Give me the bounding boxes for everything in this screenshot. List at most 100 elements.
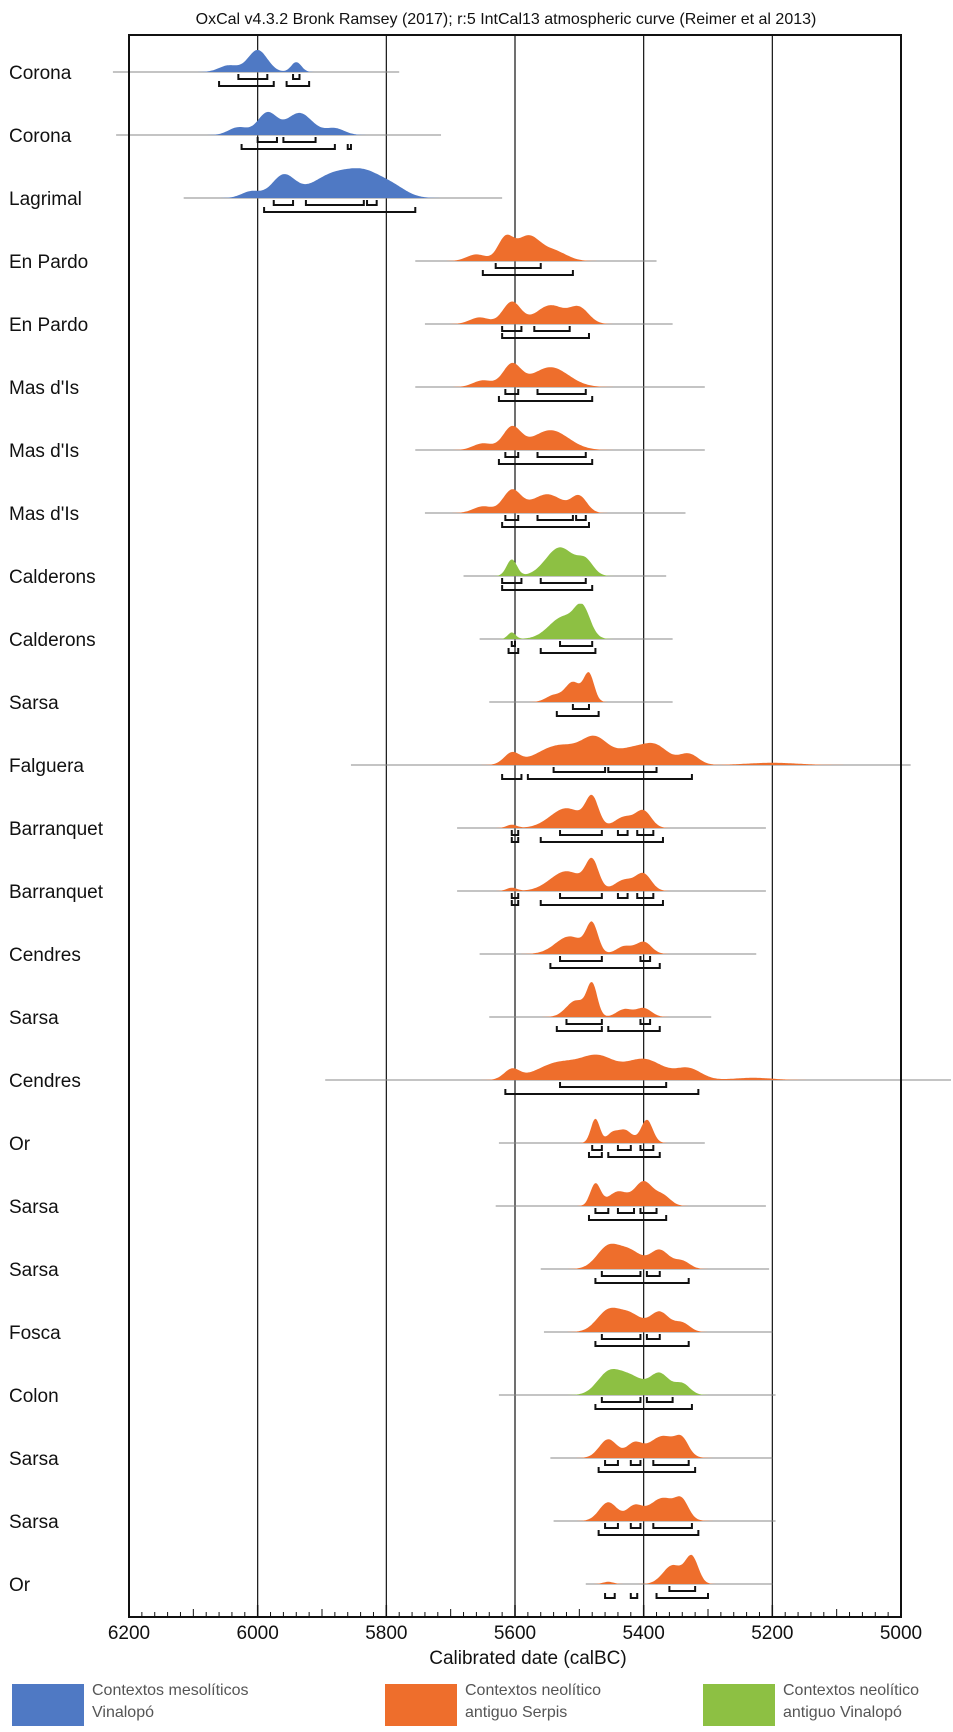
series-density	[553, 1496, 776, 1521]
x-tick-label: 5800	[365, 1623, 407, 1644]
hpd68-bracket	[645, 1271, 661, 1277]
series-3	[183, 168, 503, 213]
hpd68-bracket	[494, 263, 542, 269]
series-label: Calderons	[9, 567, 96, 588]
series-density	[543, 1307, 773, 1332]
legend-swatch-meso	[12, 1684, 84, 1726]
series-label: Or	[9, 1134, 31, 1155]
series-17	[325, 1054, 951, 1095]
hpd95-bracket	[539, 837, 664, 843]
hpd68-bracket	[594, 1208, 610, 1214]
hpd68-bracket	[256, 137, 278, 143]
series-density	[424, 301, 673, 324]
series-12	[350, 735, 911, 780]
hpd68-bracket	[616, 1208, 636, 1214]
series-label: Corona	[9, 63, 72, 84]
hpd68-bracket	[504, 389, 520, 395]
hpd68-bracket	[559, 893, 603, 899]
series-11	[489, 672, 673, 717]
series-density	[479, 603, 673, 639]
x-tick-label: 5600	[494, 1623, 536, 1644]
series-label: Colon	[9, 1386, 59, 1407]
hpd95-bracket	[587, 1152, 603, 1158]
hpd68-bracket	[600, 1334, 642, 1340]
hpd95-bracket	[555, 711, 600, 717]
series-2	[116, 111, 442, 150]
hpd95-bracket	[597, 1467, 697, 1473]
series-label: Cendres	[9, 945, 81, 966]
series-label: Sarsa	[9, 1449, 59, 1470]
hpd95-bracket	[346, 144, 352, 150]
hpd68-bracket	[504, 515, 520, 521]
hpd68-bracket	[539, 578, 587, 584]
legend-label-serpis: Contextos neolítico antiguo Serpis	[465, 1682, 602, 1721]
series-density	[495, 1181, 766, 1206]
x-tick-label: 6000	[237, 1623, 279, 1644]
hpd95-bracket	[597, 1530, 700, 1536]
series-density	[112, 50, 400, 72]
hpd68-bracket	[552, 767, 607, 773]
hpd95-bracket	[481, 270, 574, 276]
hpd68-bracket	[510, 830, 520, 836]
hpd68-bracket	[668, 1586, 697, 1592]
series-1	[112, 50, 400, 87]
series-21	[543, 1307, 773, 1347]
series-density	[116, 111, 441, 135]
x-tick-label: 6200	[108, 1623, 150, 1644]
hpd68-bracket	[636, 893, 655, 899]
series-label: Sarsa	[9, 1260, 59, 1281]
series-density	[550, 1434, 773, 1458]
hpd68-bracket	[607, 767, 658, 773]
hpd95-bracket	[501, 522, 590, 528]
series-label: Or	[9, 1575, 31, 1596]
hpd68-bracket	[571, 704, 590, 710]
hpd68-bracket	[645, 1397, 674, 1403]
hpd95-bracket	[594, 1278, 690, 1284]
hpd95-bracket	[504, 1089, 700, 1095]
hpd95-bracket	[607, 1152, 661, 1158]
hpd95-bracket	[604, 1593, 616, 1599]
hpd68-bracket	[639, 956, 652, 962]
hpd68-bracket	[604, 1523, 619, 1529]
series-label: Sarsa	[9, 1008, 59, 1029]
series-7	[415, 425, 705, 465]
series-label: Barranquet	[9, 882, 104, 903]
hpd95-bracket	[594, 1404, 693, 1410]
series-label: En Pardo	[9, 315, 88, 336]
hpd68-bracket	[559, 830, 603, 836]
hpd95-bracket	[594, 1341, 690, 1347]
series-8	[424, 489, 686, 528]
hpd95-bracket	[655, 1593, 709, 1599]
hpd95-bracket	[501, 585, 594, 591]
series-density	[489, 982, 712, 1017]
series-23	[550, 1434, 773, 1473]
hpd68-bracket	[272, 200, 295, 206]
hpd95-bracket	[263, 207, 417, 213]
hpd68-bracket	[600, 1397, 642, 1403]
series-label: Lagrimal	[9, 189, 82, 210]
series-labels: Corona Corona Lagrimal En Pardo En Pardo Mas …	[9, 63, 104, 1596]
hpd68-bracket	[629, 1523, 642, 1529]
series-label: Sarsa	[9, 1512, 59, 1533]
series-9	[463, 547, 667, 591]
legend-swatch-serpis	[385, 1684, 457, 1726]
hpd68-bracket	[510, 641, 516, 647]
hpd95-bracket	[607, 1026, 661, 1032]
series-24	[553, 1496, 776, 1536]
hpd95-bracket	[555, 1026, 603, 1032]
hpd68-bracket	[282, 137, 317, 143]
series-label: Sarsa	[9, 1197, 59, 1218]
hpd95-bracket	[507, 648, 520, 654]
series-density	[415, 362, 705, 387]
series-label: Sarsa	[9, 693, 59, 714]
hpd68-bracket	[604, 1460, 619, 1466]
hpd95-bracket	[285, 81, 311, 87]
hpd95-bracket	[526, 774, 693, 780]
x-tick-label: 5000	[880, 1623, 922, 1644]
hpd68-bracket	[591, 1145, 603, 1151]
hpd68-bracket	[575, 515, 587, 521]
series-10	[479, 603, 673, 654]
series-20	[540, 1243, 770, 1284]
series-16	[489, 982, 712, 1032]
